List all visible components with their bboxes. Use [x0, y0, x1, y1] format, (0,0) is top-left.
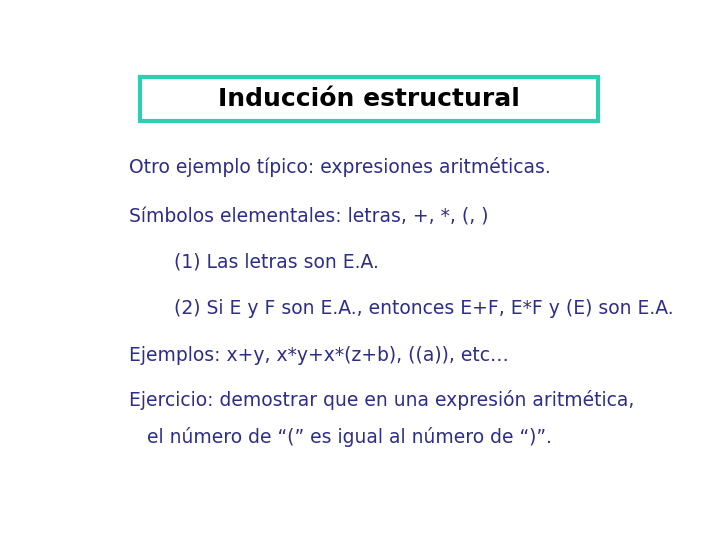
Text: (1) Las letras son E.A.: (1) Las letras son E.A. — [174, 253, 379, 272]
Text: Ejercicio: demostrar que en una expresión aritmética,: Ejercicio: demostrar que en una expresió… — [129, 389, 634, 409]
Text: Ejemplos: x+y, x*y+x*(z+b), ((a)), etc…: Ejemplos: x+y, x*y+x*(z+b), ((a)), etc… — [129, 346, 509, 366]
Text: Otro ejemplo típico: expresiones aritméticas.: Otro ejemplo típico: expresiones aritmét… — [129, 157, 551, 177]
FancyBboxPatch shape — [140, 77, 598, 121]
Text: Símbolos elementales: letras, +, *, (, ): Símbolos elementales: letras, +, *, (, ) — [129, 207, 489, 226]
Text: Inducción estructural: Inducción estructural — [218, 87, 520, 111]
Text: (2) Si E y F son E.A., entonces E+F, E*F y (E) son E.A.: (2) Si E y F son E.A., entonces E+F, E*F… — [174, 299, 673, 318]
Text: el número de “(” es igual al número de “)”.: el número de “(” es igual al número de “… — [129, 427, 552, 447]
